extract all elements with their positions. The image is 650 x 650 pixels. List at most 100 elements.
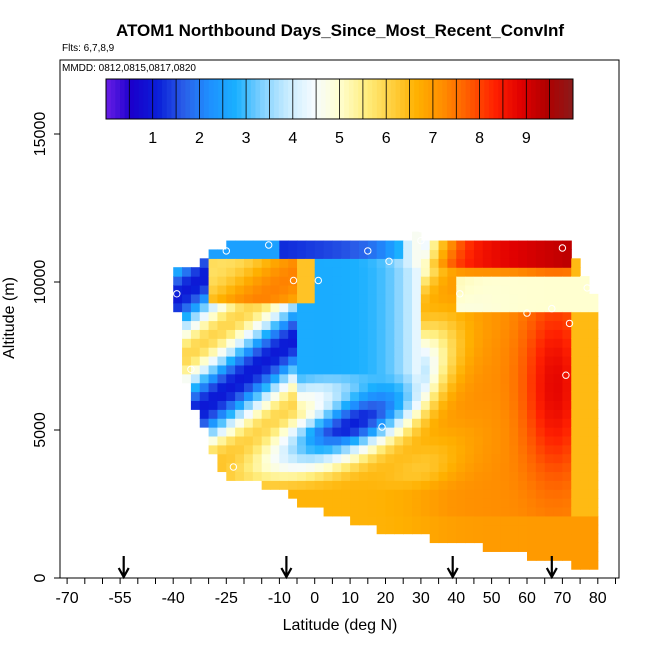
colorbar-segment: [367, 79, 373, 119]
heatmap-cell: [482, 302, 493, 313]
heatmap-cell: [376, 293, 387, 304]
heatmap-cell: [385, 400, 395, 410]
heatmap-cell: [491, 400, 502, 410]
heatmap-cell: [323, 293, 334, 304]
heatmap-cell: [243, 302, 254, 313]
heatmap-cell: [332, 338, 342, 348]
colorbar-segment: [110, 79, 116, 119]
heatmap-cell: [562, 338, 572, 348]
heatmap-cell: [403, 356, 413, 366]
heatmap-cell: [270, 391, 280, 401]
heatmap-cell: [420, 506, 431, 517]
heatmap-cell: [385, 427, 395, 437]
colorbar-segment: [330, 79, 336, 119]
heatmap-cell: [314, 240, 325, 251]
colorbar-segment: [409, 79, 415, 119]
heatmap-cell: [208, 409, 219, 419]
heatmap-cell: [279, 302, 289, 313]
heatmap-cell: [420, 284, 431, 295]
heatmap-cell: [323, 320, 334, 330]
heatmap-cell: [465, 329, 475, 339]
heatmap-cell: [323, 506, 334, 517]
heatmap-cell: [465, 320, 475, 330]
heatmap-cell: [385, 506, 395, 517]
heatmap-cell: [553, 293, 563, 304]
heatmap-cell: [562, 329, 572, 339]
heatmap-cell: [332, 293, 342, 304]
heatmap-cell: [588, 533, 599, 544]
heatmap-cell: [288, 444, 298, 455]
colorbar-segment: [540, 79, 546, 119]
heatmap-cell: [288, 453, 298, 464]
heatmap-cell: [199, 391, 210, 401]
heatmap-cell: [226, 356, 236, 366]
x-tick-label: 10: [341, 590, 359, 607]
heatmap-cell: [288, 489, 298, 499]
heatmap-cell: [438, 240, 448, 251]
heatmap-cell: [544, 533, 555, 544]
colorbar-segment: [171, 79, 177, 119]
heatmap-cell: [553, 489, 563, 499]
heatmap-cell: [509, 498, 519, 508]
heatmap-cell: [447, 533, 457, 544]
heatmap-cell: [465, 400, 475, 410]
heatmap-cell: [199, 418, 210, 428]
heatmap-cell: [252, 462, 263, 473]
heatmap-cell: [217, 293, 227, 304]
heatmap-cell: [403, 302, 413, 313]
heatmap-cell: [394, 382, 404, 393]
heatmap-cell: [297, 347, 307, 357]
heatmap-cell: [465, 284, 475, 295]
heatmap-cell: [447, 240, 457, 251]
heatmap-cell: [332, 267, 342, 277]
heatmap-cell: [376, 382, 387, 393]
colorbar-segment: [348, 79, 355, 119]
heatmap-cell: [412, 293, 422, 304]
heatmap-cell: [553, 533, 563, 544]
heatmap-cell: [429, 489, 440, 499]
colorbar-segment: [255, 79, 261, 119]
heatmap-cell: [190, 302, 201, 313]
heatmap-cell: [518, 302, 528, 313]
y-tick-label: 10000: [32, 260, 49, 305]
heatmap-cell: [456, 391, 466, 401]
heatmap-cell: [438, 258, 448, 268]
heatmap-cell: [288, 249, 298, 259]
colorbar-segment: [124, 79, 130, 119]
heatmap-cell: [535, 462, 546, 473]
heatmap-cell: [491, 338, 502, 348]
heatmap-cell: [527, 542, 537, 552]
heatmap-cell: [500, 356, 510, 366]
heatmap-cell: [527, 489, 537, 499]
heatmap-cell: [580, 400, 590, 410]
heatmap-cell: [580, 489, 590, 499]
heatmap-cell: [270, 409, 280, 419]
heatmap-cell: [235, 391, 245, 401]
heatmap-cell: [270, 240, 280, 251]
dates-subtitle: MMDD: 0812,0815,0817,0820: [62, 63, 196, 74]
flights-subtitle: Flts: 6,7,8,9: [62, 43, 115, 54]
heatmap-cell: [190, 400, 201, 410]
heatmap-cell: [412, 391, 422, 401]
heatmap-cell: [341, 453, 351, 464]
heatmap-cell: [182, 356, 192, 366]
heatmap-cell: [429, 338, 440, 348]
heatmap-cell: [412, 524, 422, 535]
heatmap-cell: [217, 311, 227, 322]
heatmap-cell: [580, 356, 590, 366]
heatmap-cell: [509, 311, 519, 322]
heatmap-cell: [358, 347, 369, 357]
heatmap-cell: [243, 347, 254, 357]
heatmap-cell: [217, 435, 227, 446]
heatmap-cell: [226, 347, 236, 357]
heatmap-cell: [279, 418, 289, 428]
heatmap-cell: [482, 444, 493, 455]
sample-point-marker: [222, 247, 231, 255]
colorbar-segment: [306, 79, 312, 119]
heatmap-cell: [403, 293, 413, 304]
heatmap-cell: [412, 329, 422, 339]
down-arrow-icon: [446, 556, 459, 580]
heatmap-cell: [252, 338, 263, 348]
heatmap-cell: [261, 329, 272, 339]
heatmap-cell: [544, 427, 555, 437]
